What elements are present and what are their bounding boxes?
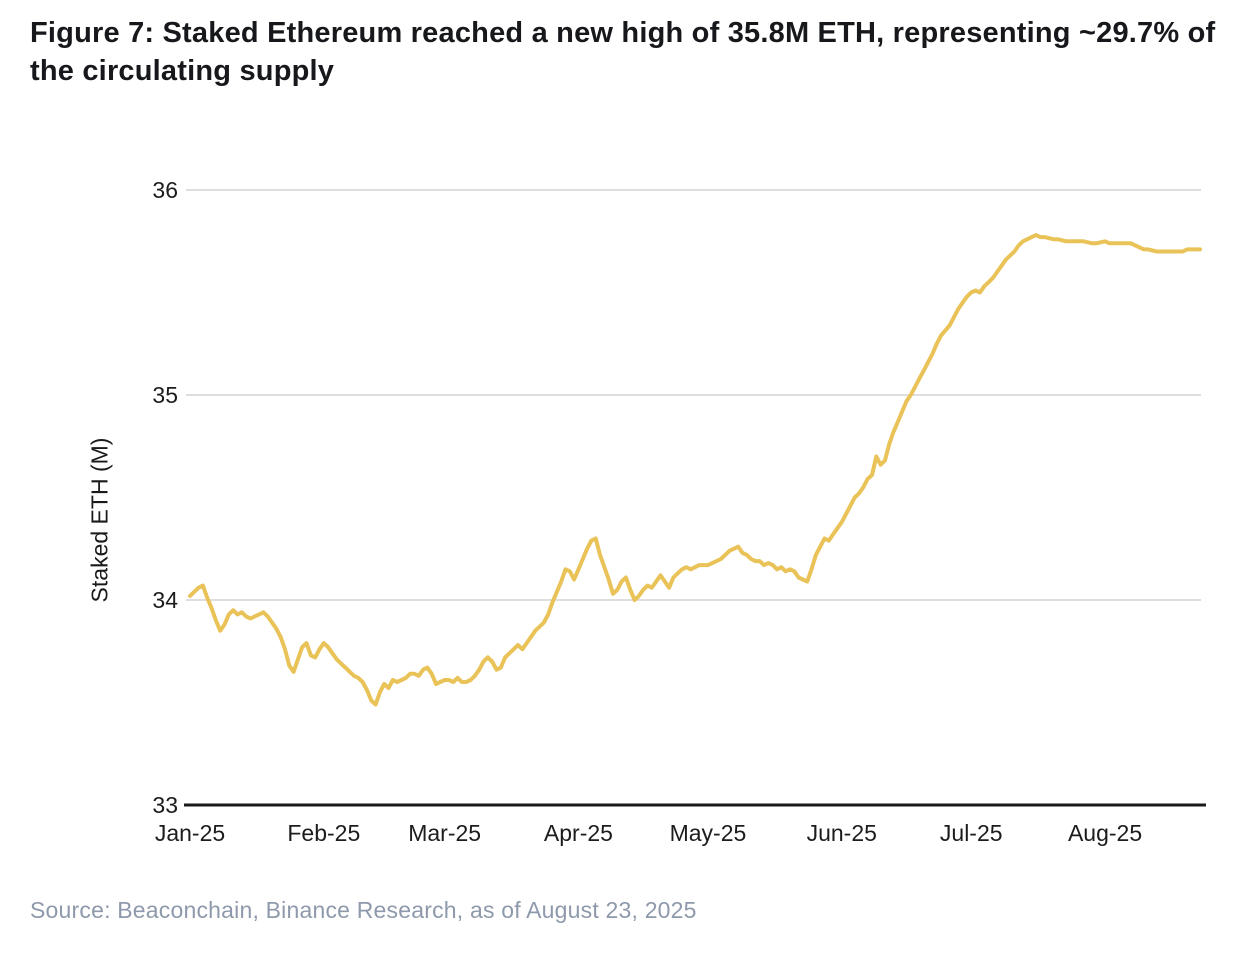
chart-svg — [184, 189, 1206, 807]
x-tick-label: Apr-25 — [543, 820, 613, 846]
staked-eth-line — [188, 233, 1202, 707]
x-tick-label: Jun-25 — [806, 820, 877, 846]
y-tick-label: 36 — [152, 177, 178, 203]
x-tick-label: Mar-25 — [408, 820, 482, 846]
x-tick-label: Jan-25 — [154, 820, 226, 846]
x-tick-label: Jul-25 — [939, 820, 1003, 846]
source-caption: Source: Beaconchain, Binance Research, a… — [30, 897, 697, 923]
x-tick-label: Feb-25 — [287, 820, 361, 846]
y-tick-label: 33 — [152, 792, 178, 818]
y-tick-label: 34 — [152, 587, 178, 613]
y-axis-title: Staked ETH (M) — [86, 437, 113, 603]
x-tick-label: May-25 — [669, 820, 747, 846]
figure-title: Figure 7: Staked Ethereum reached a new … — [30, 17, 1216, 87]
y-tick-label: 35 — [152, 382, 178, 408]
staked-eth-chart: Staked ETH (M) 33 34 35 36 Jan-25 Feb-25 Mar-2… — [86, 177, 1206, 846]
x-tick-label: Aug-25 — [1067, 820, 1143, 846]
